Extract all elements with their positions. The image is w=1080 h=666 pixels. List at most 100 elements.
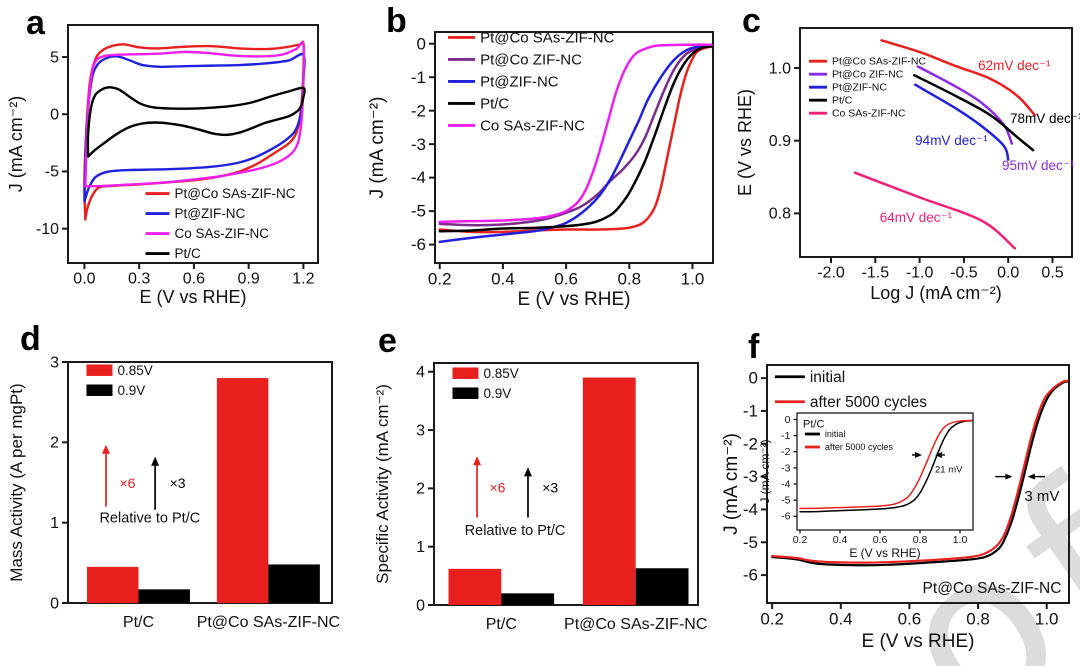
y-tick-label: -3	[781, 462, 790, 474]
x-tick-label: 1.0	[1035, 609, 1059, 628]
annotation-right-arrow-head	[915, 451, 922, 458]
legend-label: initial	[825, 429, 846, 439]
legend-swatch	[86, 384, 113, 396]
y-tick-label: 1	[50, 515, 59, 532]
x-tick-label: 0.2	[428, 269, 452, 288]
x-axis-label: Log J (mA cm⁻²)	[870, 283, 1002, 303]
x-tick-label: 0.2	[793, 534, 808, 546]
x-tick-label: 0.8	[617, 269, 641, 288]
bar-0.85V	[582, 377, 636, 605]
x-tick-label: 0.4	[491, 269, 515, 288]
x-tick-label: 0.6	[873, 534, 888, 546]
annotation-text: 3 mV	[1024, 488, 1059, 505]
x-tick-label: 0.4	[833, 534, 848, 546]
y-tick-label: 5	[50, 49, 59, 66]
annotation-up-arrow-head	[102, 444, 111, 454]
y-axis-label: J (mA cm⁻²)	[6, 96, 26, 193]
y-tick-label: 1.0	[769, 60, 791, 77]
x-axis-label: E (V vs RHE)	[139, 287, 246, 307]
y-tick-label: -1	[743, 402, 758, 421]
chart-durability: 0.2 0.4 0.6 0.8 1.0 0 -1 -2 -3 -4 -5 -6 E (V vs RHE)…	[721, 364, 1070, 652]
y-tick-label: 4	[416, 364, 425, 381]
legend-label: Co SAs-ZIF-NC	[480, 117, 585, 134]
chart-tafel-plots: -2.0 -1.5 -1.0 -0.5 0.0 0.5 1.0 0.9 0.8 Log J (mA…	[735, 27, 1080, 303]
series-initial	[771, 380, 1069, 567]
legend-label: 0.9V	[117, 383, 145, 398]
series-Pt/C	[913, 74, 1035, 152]
legend-label: Co SAs-ZIF-NC	[832, 108, 906, 120]
y-tick-label: -3	[411, 135, 426, 154]
y-tick-label: -4	[411, 168, 426, 187]
category-label: Pt/C	[486, 616, 517, 633]
y-tick-label: 0	[50, 107, 59, 124]
panel-letter-c: c	[742, 2, 761, 40]
y-tick-label: -5	[743, 533, 758, 552]
x-tick-label: 0.0	[997, 264, 1019, 281]
y-tick-label: -6	[411, 235, 426, 254]
y-tick-label: -2	[743, 434, 758, 453]
y-tick-label: -6	[781, 511, 790, 523]
x-tick-label: 1.2	[292, 270, 314, 287]
y-axis-label: J (mA cm⁻²)	[721, 433, 742, 535]
y-tick-label: 0.8	[769, 206, 791, 223]
annotation-left-arrow-head	[1027, 473, 1035, 480]
legend-label: initial	[810, 369, 845, 386]
annotation-text: Relative to Pt/C	[99, 511, 200, 527]
y-tick-label: 0.9	[769, 133, 791, 150]
legend-label: 0.85V	[117, 363, 152, 378]
legend-label: 0.9V	[483, 386, 511, 401]
annotation-text: 62mV dec⁻¹	[978, 58, 1051, 73]
x-axis-label: E (V vs RHE)	[862, 631, 975, 652]
x-tick-label: 0.6	[898, 609, 922, 628]
legend-label: Pt@ZIF-NC	[832, 82, 887, 94]
x-tick-label: 0.0	[73, 270, 95, 287]
x-tick-label: 1.0	[681, 269, 705, 288]
legend-label: Pt@Co SAs-ZIF-NC	[832, 56, 926, 68]
legend-label: Pt@Co ZIF-NC	[480, 51, 582, 68]
annotation-text: 94mV dec⁻¹	[915, 133, 988, 148]
y-axis-label: J (mA cm⁻²)	[758, 439, 772, 503]
legend-label: Pt/C	[480, 95, 509, 112]
bar-0.9V	[138, 589, 190, 603]
legend-label: 0.85V	[483, 366, 518, 381]
annotation-text: 64mV dec⁻¹	[880, 210, 953, 225]
y-tick-label: 3	[50, 354, 59, 371]
y-tick-label: 1	[416, 539, 425, 556]
series-Pt@ZIF-NC	[913, 83, 1010, 161]
y-tick-label: -4	[781, 478, 790, 490]
panel-letter-e: e	[378, 322, 397, 360]
y-tick-label: -5	[45, 164, 59, 181]
annotation-text: Relative to Pt/C	[465, 523, 566, 539]
axis-frame	[67, 361, 333, 604]
category-label: Pt/C	[123, 614, 154, 631]
y-tick-label: 0	[50, 595, 59, 612]
axis-frame	[433, 362, 699, 606]
y-tick-label: 0	[417, 34, 426, 53]
annotation-text: 78mV dec⁻¹	[1010, 111, 1080, 126]
y-tick-label: -2	[411, 101, 426, 120]
annotation-left-arrow-head	[935, 451, 942, 458]
y-tick-label: -1	[411, 68, 426, 87]
x-tick-label: 0.3	[128, 270, 150, 287]
annotation-up-arrow-head	[151, 456, 160, 466]
y-tick-label: -5	[781, 495, 790, 507]
panel-letter-a: a	[26, 4, 45, 42]
category-label: Pt@Co SAs-ZIF-NC	[197, 614, 340, 631]
y-tick-label: 2	[416, 481, 425, 498]
series-Pt@Co ZIF-NC	[916, 65, 1014, 145]
y-axis-label: Mass Activity (A per mgPt)	[7, 383, 26, 581]
x-tick-label: 0.8	[966, 609, 990, 628]
series-after 5000 cycles	[771, 379, 1069, 564]
series-Co SAs-ZIF-NC	[438, 43, 713, 224]
legend-label: after 5000 cycles	[825, 442, 894, 452]
x-tick-label: -1.5	[862, 264, 890, 281]
annotation-text: 95mV dec⁻¹	[1002, 158, 1075, 173]
x-tick-label: 0.5	[1041, 264, 1063, 281]
legend-swatch	[86, 364, 113, 376]
annotation-text: ×6	[489, 479, 505, 495]
series-Pt@ZIF-NC	[438, 44, 713, 244]
series-Co SAs-ZIF-NC	[84, 41, 306, 188]
legend-swatch	[452, 387, 479, 399]
series-Pt@Co ZIF-NC	[438, 44, 713, 227]
